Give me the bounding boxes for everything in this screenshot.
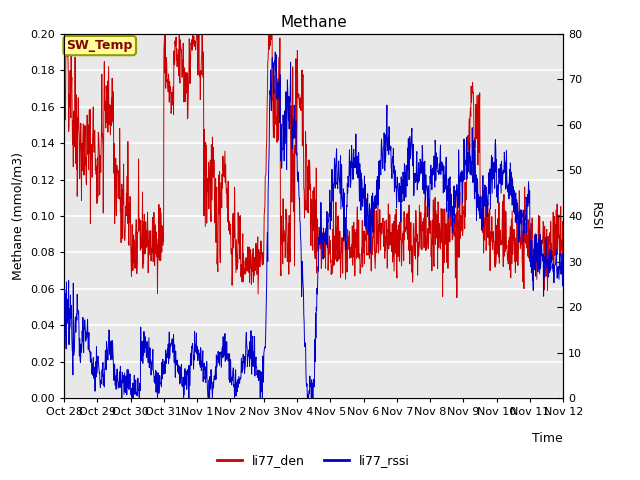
Y-axis label: RSSI: RSSI (589, 202, 602, 230)
Text: SW_Temp: SW_Temp (67, 39, 133, 52)
Text: Time: Time (532, 432, 563, 445)
Title: Methane: Methane (280, 15, 347, 30)
Y-axis label: Methane (mmol/m3): Methane (mmol/m3) (12, 152, 25, 280)
Legend: li77_den, li77_rssi: li77_den, li77_rssi (212, 449, 415, 472)
